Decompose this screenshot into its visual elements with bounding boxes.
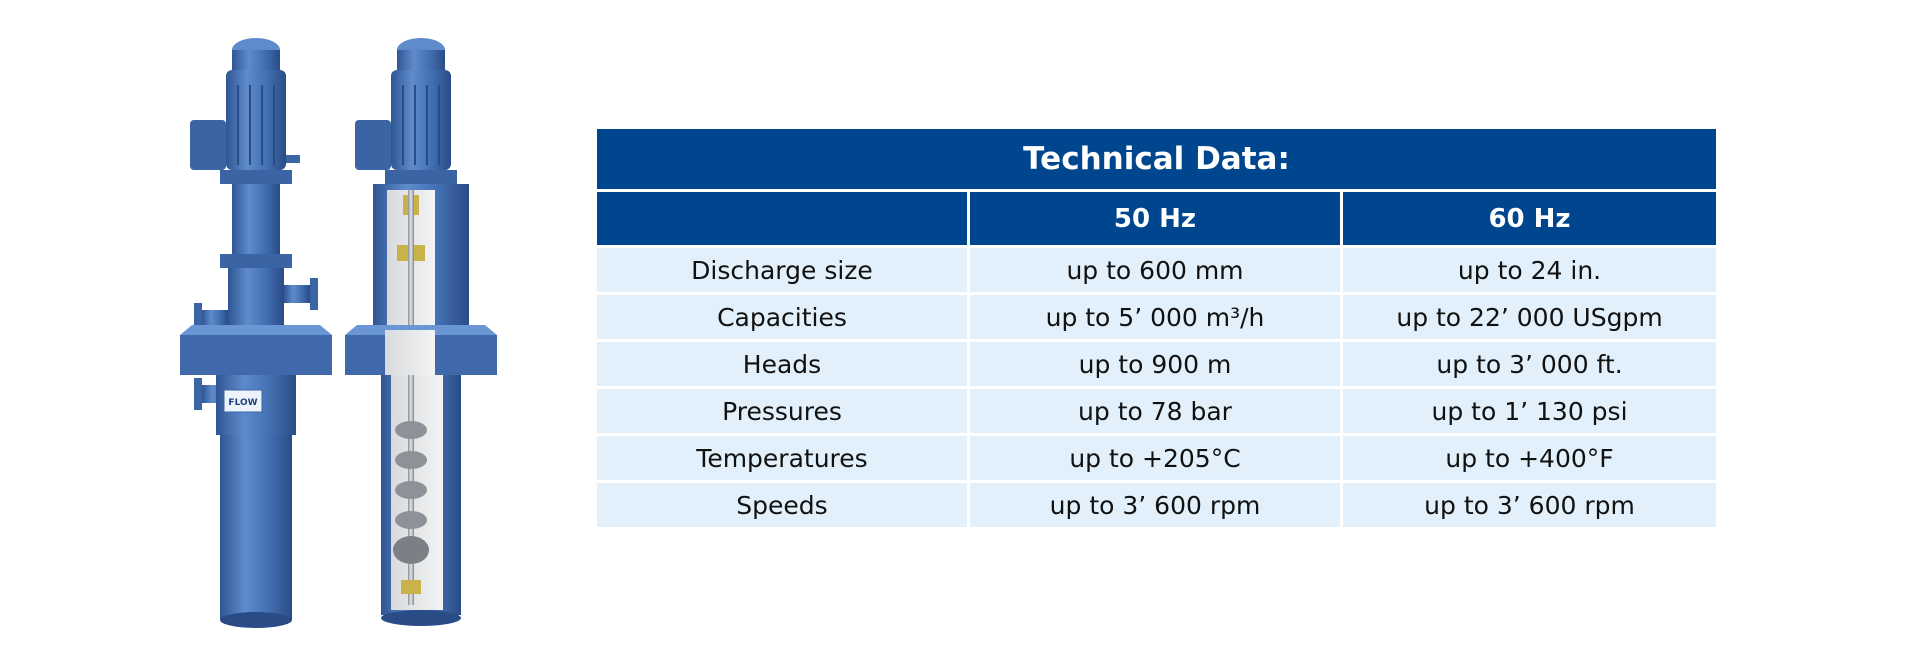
value-50hz: up to 900 m bbox=[970, 342, 1343, 389]
vertical-pump-exterior: FLOW bbox=[180, 38, 332, 628]
flow-logo-text: FLOW bbox=[228, 398, 257, 408]
table-header-row: 50 Hz 60 Hz bbox=[597, 192, 1717, 248]
value-50hz: up to 5’ 000 m³/h bbox=[970, 295, 1343, 342]
row-label: Temperatures bbox=[597, 436, 970, 483]
pump-illustrations: FLOW bbox=[180, 38, 497, 628]
table-title-row: Technical Data: bbox=[597, 129, 1717, 192]
vertical-pump-cutaway bbox=[345, 38, 497, 626]
column-header-empty bbox=[597, 192, 970, 248]
table-row: Heads up to 900 m up to 3’ 000 ft. bbox=[597, 342, 1717, 389]
row-label: Pressures bbox=[597, 389, 970, 436]
value-60hz: up to 3’ 600 rpm bbox=[1343, 483, 1717, 527]
row-label: Discharge size bbox=[597, 248, 970, 295]
value-50hz: up to 78 bar bbox=[970, 389, 1343, 436]
row-label: Heads bbox=[597, 342, 970, 389]
value-60hz: up to 1’ 130 psi bbox=[1343, 389, 1717, 436]
column-header-60hz: 60 Hz bbox=[1343, 192, 1717, 248]
table-title: Technical Data: bbox=[597, 129, 1717, 192]
table-row: Temperatures up to +205°C up to +400°F bbox=[597, 436, 1717, 483]
table-row: Speeds up to 3’ 600 rpm up to 3’ 600 rpm bbox=[597, 483, 1717, 527]
value-50hz: up to 3’ 600 rpm bbox=[970, 483, 1343, 527]
row-label: Capacities bbox=[597, 295, 970, 342]
row-label: Speeds bbox=[597, 483, 970, 527]
table-row: Capacities up to 5’ 000 m³/h up to 22’ 0… bbox=[597, 295, 1717, 342]
technical-data-table: Technical Data: 50 Hz 60 Hz Discharge si… bbox=[597, 129, 1717, 527]
value-60hz: up to +400°F bbox=[1343, 436, 1717, 483]
table-row: Discharge size up to 600 mm up to 24 in. bbox=[597, 248, 1717, 295]
value-60hz: up to 24 in. bbox=[1343, 248, 1717, 295]
column-header-50hz: 50 Hz bbox=[970, 192, 1343, 248]
value-60hz: up to 22’ 000 USgpm bbox=[1343, 295, 1717, 342]
value-50hz: up to 600 mm bbox=[970, 248, 1343, 295]
value-60hz: up to 3’ 000 ft. bbox=[1343, 342, 1717, 389]
value-50hz: up to +205°C bbox=[970, 436, 1343, 483]
table-row: Pressures up to 78 bar up to 1’ 130 psi bbox=[597, 389, 1717, 436]
